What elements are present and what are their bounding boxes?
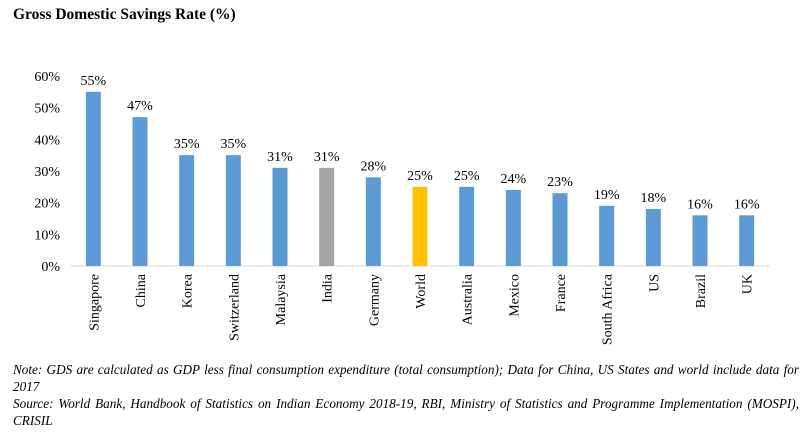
bar-singapore [85, 91, 101, 266]
x-tick-label: South Africa [601, 273, 616, 345]
data-label: 31% [314, 150, 340, 165]
data-label: 35% [220, 137, 246, 152]
x-tick-label: Germany [367, 274, 382, 326]
bar-brazil [692, 215, 708, 266]
source-text: Source: World Bank, Handbook of Statisti… [13, 396, 799, 428]
y-tick-label: 40% [34, 133, 60, 148]
x-tick-label: China [134, 273, 149, 307]
x-tick-label: Brazil [694, 274, 709, 308]
note-text: Note: GDS are calculated as GDP less fin… [13, 362, 799, 394]
x-tick-label: UK [741, 274, 756, 294]
x-tick-label: US [647, 274, 662, 292]
x-tick-label: France [554, 274, 569, 312]
bar-chart: 0% 10% 20% 30% 40% 50% 60% 55% Singapore 47% China… [34, 70, 770, 345]
data-label: 19% [594, 188, 620, 203]
chart-notes: Note: GDS are calculated as GDP less fin… [13, 361, 799, 429]
x-tick-label: India [321, 273, 336, 303]
data-label: 47% [127, 99, 153, 114]
bar-china [132, 117, 148, 267]
bar-india [319, 167, 335, 266]
x-tick-label: Singapore [87, 274, 102, 331]
bar-australia [459, 186, 475, 266]
bar-south-africa [599, 205, 615, 266]
data-label: 24% [500, 172, 526, 187]
x-tick-label: Mexico [507, 274, 522, 317]
bar-germany [365, 177, 381, 266]
x-tick-label: Switzerland [227, 274, 242, 341]
data-label: 25% [454, 169, 480, 184]
bar-mexico [505, 190, 521, 266]
chart-title: Gross Domestic Savings Rate (%) [13, 6, 236, 23]
x-tick-label: World [414, 274, 429, 309]
bar-world [412, 186, 428, 266]
y-tick-label: 0% [41, 260, 60, 275]
data-label: 18% [640, 191, 666, 206]
y-tick-label: 50% [34, 102, 60, 117]
bar-france [552, 193, 568, 266]
data-label: 31% [267, 150, 293, 165]
x-tick-label: Malaysia [274, 273, 289, 325]
data-label: 25% [407, 169, 433, 184]
data-label: 16% [687, 197, 713, 212]
x-tick-label: Korea [181, 273, 196, 308]
bar-uk [739, 215, 755, 266]
data-label: 35% [174, 137, 200, 152]
y-tick-label: 30% [34, 165, 60, 180]
bar-korea [179, 155, 195, 266]
data-label: 16% [734, 197, 760, 212]
bar-us [645, 209, 661, 266]
y-tick-label: 10% [34, 228, 60, 243]
bar-switzerland [225, 155, 241, 266]
x-tick-label: Australia [461, 273, 476, 325]
y-tick-label: 20% [34, 197, 60, 212]
bar-malaysia [272, 167, 288, 266]
data-label: 55% [80, 74, 106, 89]
data-label: 23% [547, 175, 573, 190]
y-tick-label: 60% [34, 70, 60, 85]
data-label: 28% [360, 159, 386, 174]
